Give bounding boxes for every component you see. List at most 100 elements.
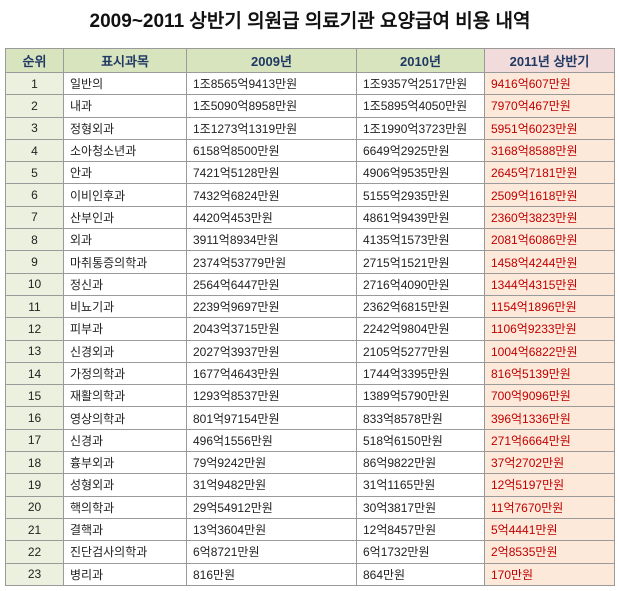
table-row: 19 성형외과 31억9482만원 31억1165만원 12억5197만원 <box>5 473 615 497</box>
table-cell: 6649억2925만원 <box>356 138 485 163</box>
table-cell: 1458억4244만원 <box>484 250 615 274</box>
table-cell: 17 <box>5 428 64 453</box>
table-cell: 833억8578만원 <box>356 406 485 430</box>
table-row: 8 외과 3911억8934만원 4135억1573만원 2081억6086만원 <box>5 228 615 252</box>
table-row: 1 일반의 1조8565억9413만원 1조9357억2517만원 9416억607만원 <box>5 71 615 96</box>
table-cell: 1154억1896만원 <box>484 294 615 319</box>
table-cell: 정신과 <box>63 272 187 296</box>
table-cell: 31억1165만원 <box>356 473 485 497</box>
table-cell: 2239억9697만원 <box>186 294 357 319</box>
table-cell: 2081억6086만원 <box>484 228 615 252</box>
table-cell: 170만원 <box>484 562 615 586</box>
table-cell: 1106억9233만원 <box>484 317 615 341</box>
table-cell: 12억8457만원 <box>356 517 485 542</box>
table-row: 11 비뇨기과 2239억9697만원 2362억6815만원 1154억1896만원 <box>5 294 615 319</box>
header-cell: 순위 <box>5 48 64 73</box>
table-cell: 37억2702만원 <box>484 451 615 475</box>
table-cell: 2027억3937만원 <box>186 339 357 363</box>
table-cell: 1004억6822만원 <box>484 339 615 363</box>
table-cell: 7970억467만원 <box>484 94 615 118</box>
table-cell: 1293억8537만원 <box>186 384 357 408</box>
table-row: 23 병리과 816만원 864만원 170만원 <box>5 562 615 586</box>
table-cell: 5 <box>5 161 64 185</box>
table-row: 10 정신과 2564억6447만원 2716억4090만원 1344억4315만원 <box>5 272 615 296</box>
header-cell: 2011년 상반기 <box>484 48 615 73</box>
table-cell: 6 <box>5 183 64 207</box>
table-cell: 1조5090억8958만원 <box>186 94 357 118</box>
table-cell: 2716억4090만원 <box>356 272 485 296</box>
table-cell: 4861억9439만원 <box>356 205 485 230</box>
table-cell: 13억3604만원 <box>186 517 357 542</box>
table-cell: 396억1336만원 <box>484 406 615 430</box>
table-cell: 정형외과 <box>63 116 187 140</box>
table-row: 13 신경외과 2027억3937만원 2105억5277만원 1004억6822만원 <box>5 339 615 363</box>
table-row: 4 소아청소년과 6158억8500만원 6649억2925만원 3168억8588만원 <box>5 138 615 163</box>
table-cell: 5155억2935만원 <box>356 183 485 207</box>
table-cell: 신경과 <box>63 428 187 453</box>
table-cell: 23 <box>5 562 64 586</box>
table-row: 15 재활의학과 1293억8537만원 1389억5790만원 700억9096만원 <box>5 384 615 408</box>
table-cell: 271억6664만원 <box>484 428 615 453</box>
table-cell: 816억5139만원 <box>484 361 615 386</box>
table-cell: 6억8721만원 <box>186 540 357 564</box>
table-cell: 결핵과 <box>63 517 187 542</box>
table-cell: 일반의 <box>63 71 187 96</box>
header-cell: 표시과목 <box>63 48 187 73</box>
table-cell: 4 <box>5 138 64 163</box>
table-cell: 1744억3395만원 <box>356 361 485 386</box>
table-cell: 31억9482만원 <box>186 473 357 497</box>
table-row: 17 신경과 496억1556만원 518억6150만원 271억6664만원 <box>5 428 615 453</box>
table-cell: 이비인후과 <box>63 183 187 207</box>
table-cell: 2360억3823만원 <box>484 205 615 230</box>
table-cell: 20 <box>5 495 64 519</box>
table-cell: 12억5197만원 <box>484 473 615 497</box>
table-cell: 1677억4643만원 <box>186 361 357 386</box>
header-row: 순위 표시과목 2009년 2010년 2011년 상반기 <box>5 48 615 73</box>
table-cell: 안과 <box>63 161 187 185</box>
table-row: 2 내과 1조5090억8958만원 1조5895억4050만원 7970억467만원 <box>5 94 615 118</box>
table-cell: 864만원 <box>356 562 485 586</box>
table-row: 5 안과 7421억5128만원 4906억9535만원 2645억7181만원 <box>5 161 615 185</box>
table-cell: 700억9096만원 <box>484 384 615 408</box>
table-row: 21 결핵과 13억3604만원 12억8457만원 5억4441만원 <box>5 517 615 542</box>
table-cell: 11 <box>5 294 64 319</box>
table-cell: 흉부외과 <box>63 451 187 475</box>
table-cell: 5951억6023만원 <box>484 116 615 140</box>
table-cell: 1344억4315만원 <box>484 272 615 296</box>
table-cell: 6억1732만원 <box>356 540 485 564</box>
table-cell: 29억54912만원 <box>186 495 357 519</box>
table-cell: 9 <box>5 250 64 274</box>
table-cell: 2645억7181만원 <box>484 161 615 185</box>
table-cell: 2564억6447만원 <box>186 272 357 296</box>
table-cell: 재활의학과 <box>63 384 187 408</box>
table-cell: 성형외과 <box>63 473 187 497</box>
table-cell: 30억3817만원 <box>356 495 485 519</box>
table-row: 14 가정의학과 1677억4643만원 1744억3395만원 816억5139만원 <box>5 361 615 386</box>
table-cell: 1조5895억4050만원 <box>356 94 485 118</box>
header-cell: 2009년 <box>186 48 357 73</box>
table-cell: 1조1273억1319만원 <box>186 116 357 140</box>
table-cell: 1389억5790만원 <box>356 384 485 408</box>
table-cell: 1조8565억9413만원 <box>186 71 357 96</box>
table-cell: 3911억8934만원 <box>186 228 357 252</box>
table-cell: 518억6150만원 <box>356 428 485 453</box>
table-row: 22 진단검사의학과 6억8721만원 6억1732만원 2억8535만원 <box>5 540 615 564</box>
table-cell: 산부인과 <box>63 205 187 230</box>
table-cell: 10 <box>5 272 64 296</box>
table-cell: 5억4441만원 <box>484 517 615 542</box>
table-cell: 1조9357억2517만원 <box>356 71 485 96</box>
table-cell: 2 <box>5 94 64 118</box>
table-cell: 3168억8588만원 <box>484 138 615 163</box>
table-cell: 2374억53779만원 <box>186 250 357 274</box>
table-cell: 병리과 <box>63 562 187 586</box>
table-row: 20 핵의학과 29억54912만원 30억3817만원 11억7670만원 <box>5 495 615 519</box>
title: 2009~2011 상반기 의원급 의료기관 요양급여 비용 내역 <box>89 11 531 32</box>
table-cell: 비뇨기과 <box>63 294 187 319</box>
table-cell: 22 <box>5 540 64 564</box>
table-cell: 79억9242만원 <box>186 451 357 475</box>
table-cell: 가정의학과 <box>63 361 187 386</box>
table-cell: 4420억453만원 <box>186 205 357 230</box>
table-row: 3 정형외과 1조1273억1319만원 1조1990억3723만원 5951억6023… <box>5 116 615 140</box>
table-cell: 1조1990억3723만원 <box>356 116 485 140</box>
table-cell: 소아청소년과 <box>63 138 187 163</box>
